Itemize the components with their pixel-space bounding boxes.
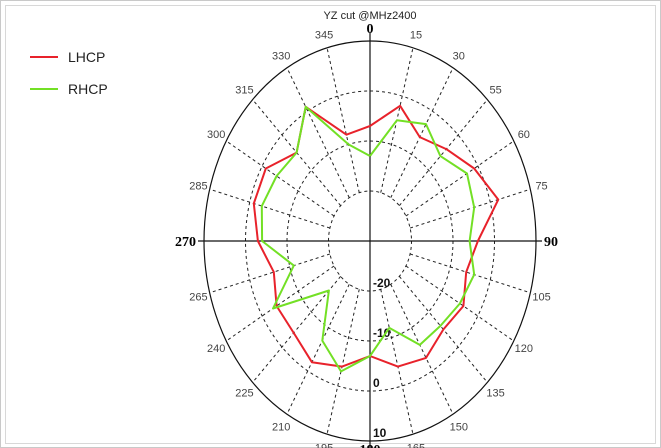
angle-tick-label: 300 (207, 129, 225, 141)
angle-tick-label: 195 (315, 443, 333, 448)
grid-spoke (390, 284, 454, 415)
grid-spoke (286, 67, 350, 198)
grid-spoke (209, 253, 331, 294)
grid-spoke (225, 140, 335, 217)
angle-tick-label: 240 (207, 343, 225, 355)
legend-label-rhcp: RHCP (68, 81, 108, 97)
grid-spoke (380, 289, 414, 435)
angle-tick-label: 330 (272, 51, 290, 63)
grid-spoke (390, 67, 454, 198)
grid-spoke (286, 284, 350, 415)
series-rhcp-line (260, 105, 476, 373)
angle-tick-label: 180 (360, 443, 381, 448)
radial-tick-label: 10 (373, 426, 387, 440)
angle-tick-label: 60 (518, 129, 530, 141)
legend-label-lhcp: LHCP (68, 49, 105, 65)
chart-panel (5, 5, 656, 444)
series-layer (252, 104, 500, 373)
angle-tick-label: 55 (489, 85, 501, 97)
angle-tick-label: 315 (235, 85, 253, 97)
radial-tick-labels: -20 -10 0 10 (373, 276, 391, 440)
angle-tick-label: 165 (407, 443, 425, 448)
legend: LHCP RHCP (30, 49, 108, 97)
grid-spoke (405, 265, 515, 342)
angle-tick-label: 15 (410, 29, 422, 41)
angle-tick-labels: 0 15 30 55 60 75 90 105 120 135 150 165 180 195 210 225… (175, 22, 558, 448)
angle-tick-label: 285 (189, 181, 207, 193)
radial-tick-label: 0 (373, 376, 380, 390)
radial-tick-label: -10 (373, 326, 391, 340)
grid-spoke (209, 188, 331, 229)
grid-spoke (409, 188, 531, 229)
angle-tick-label: 150 (450, 421, 468, 433)
angle-tick-label: 30 (453, 51, 465, 63)
grid-spoke (326, 289, 360, 435)
angle-tick-label: 120 (515, 343, 533, 355)
angle-tick-label: 225 (235, 387, 253, 399)
angle-tick-label: 90 (544, 235, 558, 250)
angle-tick-label: 270 (175, 235, 196, 250)
grid-spoke (252, 276, 342, 383)
angle-tick-label: 75 (535, 181, 547, 193)
angle-tick-label: 210 (272, 421, 290, 433)
chart-title: YZ cut @MHz2400 (323, 10, 416, 22)
angle-tick-label: 135 (486, 387, 504, 399)
grid-spoke (326, 47, 360, 193)
angle-tick-label: 265 (189, 291, 207, 303)
angle-tick-label: 345 (315, 29, 333, 41)
grid-spoke (225, 265, 335, 342)
grid-spoke (398, 99, 488, 206)
angle-tick-label: 0 (367, 22, 374, 37)
grid-spoke (405, 140, 515, 217)
polar-grid (198, 33, 542, 448)
radial-tick-label: -20 (373, 276, 391, 290)
angle-tick-label: 105 (532, 291, 550, 303)
